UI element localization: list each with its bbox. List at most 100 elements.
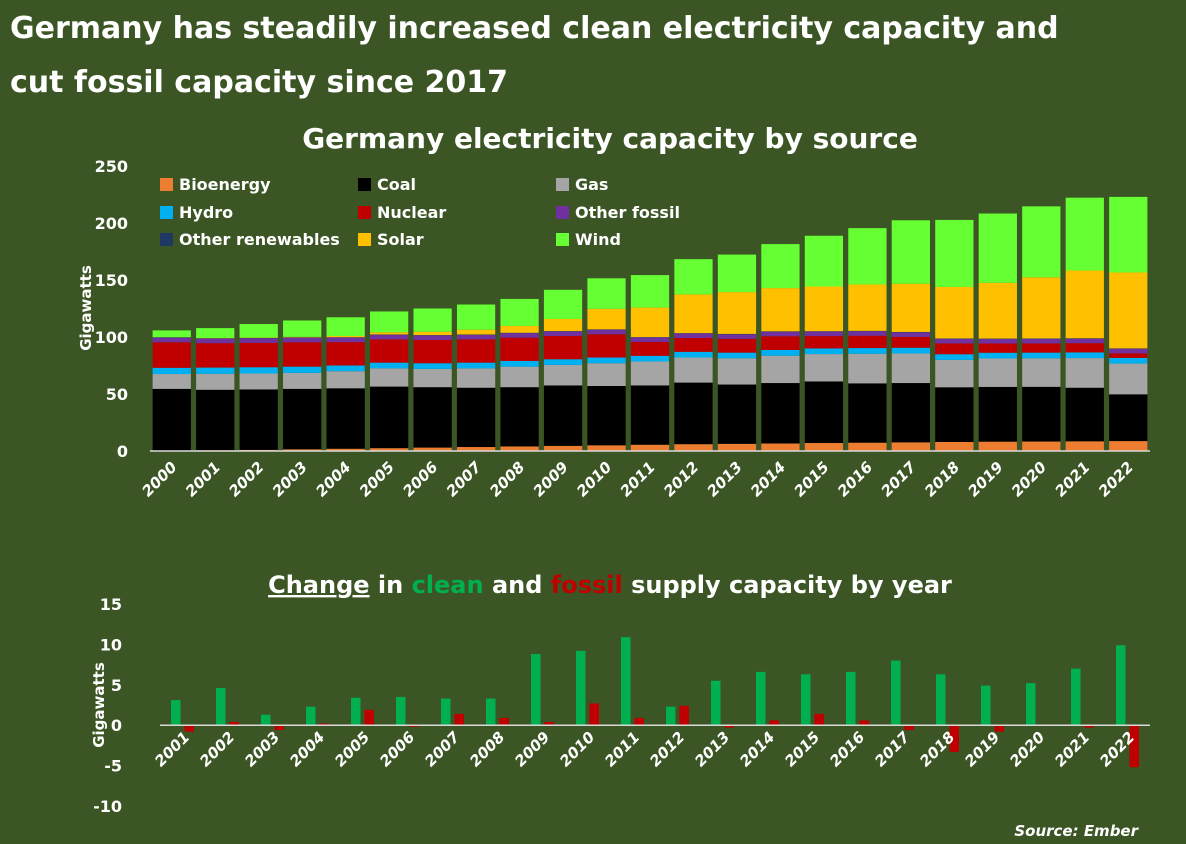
legend-swatch-other-renewables (160, 233, 173, 246)
bar-clean (666, 706, 676, 726)
bar-segment-solar (978, 282, 1017, 339)
bar-segment-other-fossil (891, 332, 930, 337)
main-title-line1: Germany has steadily increased clean ele… (10, 11, 1059, 46)
bar-segment-bioenergy (283, 449, 322, 451)
bar-segment-coal (196, 389, 235, 451)
bar-segment-coal (543, 385, 583, 446)
bar-segment-bioenergy (587, 445, 626, 451)
bar-segment-hydro (543, 359, 583, 365)
bar-fossil (499, 717, 509, 726)
x-tick-label: 2008 (466, 728, 508, 770)
legend-label: Nuclear (377, 203, 446, 222)
bar-clean (1116, 645, 1126, 726)
bar-clean (801, 674, 811, 726)
bar-segment-bioenergy (978, 441, 1017, 451)
bar-segment-nuclear (587, 334, 626, 358)
bar-segment-coal (456, 387, 496, 448)
legend-swatch-nuclear (358, 206, 371, 219)
bar-segment-solar (326, 335, 365, 338)
legend-swatch-hydro (160, 206, 173, 219)
y-axis-label: Gigawatts (90, 662, 108, 748)
x-tick-label: 2019 (961, 728, 1003, 770)
bottom-chart: -10 -5 0 5 10 15 Gigawatts 2001 2002 2003 2004 2005… (90, 595, 1150, 816)
bar-clean (846, 671, 856, 726)
x-tick-label: 2013 (691, 728, 733, 770)
bar-segment-coal (370, 386, 409, 449)
bar-segment-wind (630, 275, 670, 308)
y-tick-label: 200 (95, 214, 128, 233)
bar-segment-coal (239, 389, 278, 450)
bar-segment-gas (848, 353, 887, 384)
bar-segment-other-fossil (456, 334, 496, 340)
bar-segment-nuclear (413, 339, 452, 364)
bar-segment-bioenergy (1065, 441, 1104, 451)
x-tick-label: 2017 (871, 728, 914, 771)
x-tick-label: 2021 (1051, 728, 1093, 770)
x-tick-label: 2008 (486, 458, 528, 500)
bar-segment-wind (239, 324, 278, 338)
legend-label: Hydro (179, 203, 233, 222)
bar-segment-nuclear (370, 339, 409, 363)
bar-segment-gas (978, 358, 1017, 387)
bar-fossil (679, 705, 689, 726)
x-tick-label: 2003 (269, 458, 311, 500)
bar-fossil (409, 725, 419, 727)
top-chart: 0 50 100 150 200 250 Gigawatts 2000 2001 2002 2003… (77, 157, 1150, 500)
bar-segment-gas (935, 359, 974, 388)
bar-segment-nuclear (326, 342, 365, 366)
x-tick-label: 2000 (138, 458, 180, 500)
bar-segment-solar (761, 288, 800, 332)
bar-segment-bioenergy (500, 446, 539, 451)
bar-segment-solar (848, 284, 887, 331)
x-tick-label: 2016 (826, 728, 868, 770)
title-part: supply capacity by year (623, 571, 952, 599)
bar-segment-bioenergy (674, 444, 713, 451)
x-tick-label: 2011 (601, 728, 643, 770)
bar-clean (576, 650, 586, 726)
bar-segment-gas (1109, 363, 1148, 395)
bar-segment-wind (1109, 196, 1148, 273)
bar-segment-coal (891, 383, 930, 443)
bar-segment-bioenergy (717, 443, 757, 451)
title-part-clean: clean (412, 571, 484, 599)
bar-segment-gas (804, 354, 844, 382)
bar-segment-nuclear (1022, 343, 1061, 353)
bar-segment-bioenergy (761, 443, 800, 451)
x-tick-label: 2020 (1006, 728, 1048, 770)
bar-segment-wind (717, 254, 757, 293)
legend-swatch-bioenergy (160, 178, 173, 191)
bar-segment-hydro (978, 352, 1017, 359)
bar-segment-bioenergy (891, 442, 930, 451)
bar-segment-hydro (935, 354, 974, 360)
bar-segment-gas (326, 371, 365, 389)
bar-segment-other-fossil (587, 329, 626, 335)
bar-segment-coal (717, 384, 757, 444)
bar-fossil (904, 725, 914, 731)
bar-segment-solar (456, 329, 496, 335)
bar-clean (441, 698, 451, 726)
bar-segment-wind (152, 330, 191, 338)
bar-segment-hydro (1022, 352, 1061, 359)
bar-segment-hydro (891, 347, 930, 354)
bar-segment-solar (543, 318, 583, 332)
y-tick-label: 150 (95, 271, 128, 290)
bar-segment-wind (370, 311, 409, 333)
bar-segment-coal (413, 387, 452, 448)
bar-fossil (1129, 725, 1139, 768)
bar-segment-solar (891, 283, 930, 332)
x-tick-label: 2001 (151, 728, 193, 770)
bar-segment-wind (891, 220, 930, 284)
bar-segment-wind (674, 259, 713, 295)
bar-segment-bioenergy (848, 442, 887, 451)
y-tick-label: 5 (111, 676, 122, 695)
bar-segment-other-fossil (196, 338, 235, 344)
main-title-line2: cut fossil capacity since 2017 (10, 65, 508, 100)
bar-segment-coal (630, 385, 670, 445)
bar-segment-solar (674, 294, 713, 334)
bar-segment-gas (456, 368, 496, 388)
bar-segment-bioenergy (630, 444, 670, 451)
bar-segment-bioenergy (1109, 441, 1148, 451)
bar-segment-hydro (500, 360, 539, 367)
bar-segment-other-fossil (804, 331, 844, 337)
